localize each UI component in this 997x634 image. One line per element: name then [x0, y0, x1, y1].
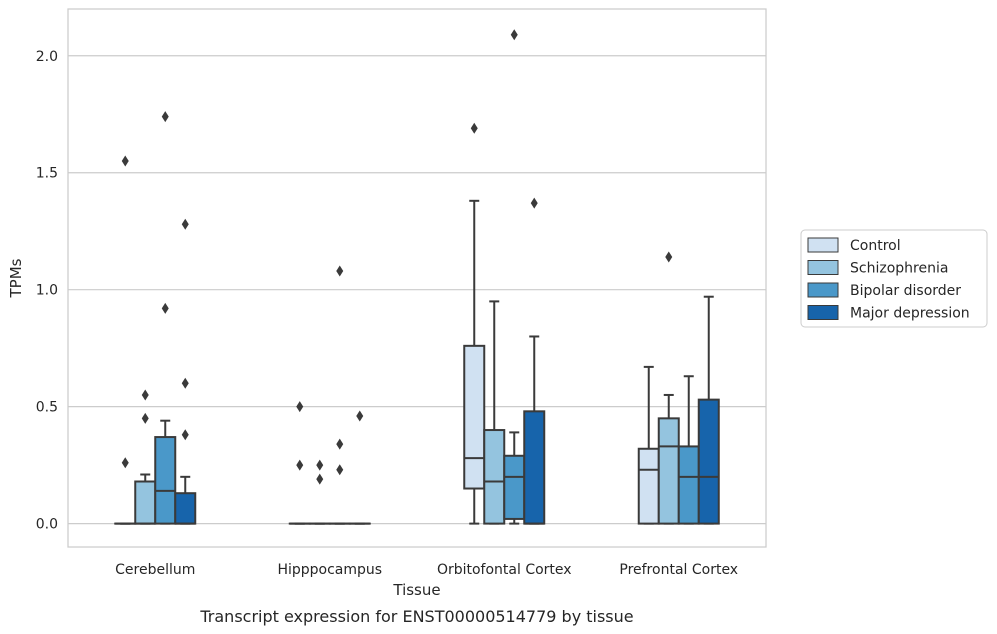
- outlier-point: [316, 459, 324, 471]
- x-tick-label: Orbitofontal Cortex: [437, 562, 572, 578]
- box: [677, 445, 700, 525]
- outlier-point: [181, 218, 189, 230]
- outlier-point: [665, 251, 673, 263]
- box-group: [328, 265, 351, 525]
- outlier-point: [121, 457, 129, 469]
- outlier-point: [161, 302, 169, 314]
- box: [483, 429, 506, 525]
- box-group: [174, 218, 197, 525]
- box: [697, 398, 720, 525]
- legend-swatch: [807, 237, 839, 253]
- outlier-point: [141, 412, 149, 424]
- outlier-point: [121, 155, 129, 167]
- outlier-point: [470, 122, 478, 134]
- box: [523, 410, 546, 525]
- y-tick-label: 1.5: [36, 166, 58, 182]
- box-group: [154, 111, 177, 525]
- box: [134, 480, 157, 525]
- box-group: [503, 29, 526, 525]
- box-group: [348, 410, 371, 525]
- y-tick-labels: 0.0 0.5 1.0 1.5 2.0: [36, 49, 58, 533]
- outlier-point: [181, 377, 189, 389]
- legend-label: Bipolar disorder: [850, 283, 961, 299]
- outlier-point: [336, 464, 344, 476]
- outlier-point: [530, 197, 538, 209]
- box: [657, 417, 680, 525]
- y-axis-title: TPMs: [7, 258, 25, 298]
- legend-swatch: [807, 305, 839, 320]
- outlier-point: [296, 459, 304, 471]
- box: [463, 344, 486, 490]
- x-tick-labels: Cerebellum Hipppocampus Orbitofontal Corte…: [115, 562, 738, 578]
- outlier-point: [336, 438, 344, 450]
- y-tick-label: 0.5: [36, 400, 58, 416]
- box: [503, 454, 526, 520]
- y-tick-label: 1.0: [36, 283, 58, 299]
- box: [637, 447, 660, 525]
- box-group: [697, 295, 720, 525]
- outlier-point: [510, 29, 518, 41]
- outlier-point: [316, 473, 324, 485]
- legend: Control Schizophrenia Bipolar disorder Majo…: [800, 229, 988, 328]
- legend-label: Major depression: [850, 306, 970, 322]
- legend-frame: [800, 229, 988, 328]
- outlier-point: [181, 429, 189, 441]
- x-tick-label: Prefrontal Cortex: [619, 562, 738, 578]
- outlier-point: [161, 111, 169, 123]
- box-series: [114, 29, 720, 525]
- chart-caption: Transcript expression for ENST0000051477…: [199, 607, 633, 626]
- box: [154, 436, 177, 525]
- legend-swatch: [807, 282, 839, 298]
- outlier-point: [336, 265, 344, 277]
- box: [174, 492, 197, 525]
- legend-label: Schizophrenia: [850, 261, 948, 277]
- outlier-point: [141, 389, 149, 401]
- legend-label: Control: [850, 238, 901, 254]
- legend-swatch: [807, 260, 839, 275]
- x-tick-label: Hipppocampus: [277, 562, 382, 578]
- box-group: [114, 155, 137, 525]
- box-group: [463, 122, 486, 525]
- y-tick-label: 0.0: [36, 517, 58, 533]
- outlier-point: [296, 401, 304, 413]
- x-axis-title: Tissue: [392, 581, 440, 599]
- outlier-point: [356, 410, 364, 422]
- box-group: [288, 401, 311, 525]
- box-group: [523, 197, 546, 525]
- y-tick-label: 2.0: [36, 49, 58, 65]
- plot-frame: [67, 8, 767, 548]
- x-tick-label: Cerebellum: [115, 562, 195, 578]
